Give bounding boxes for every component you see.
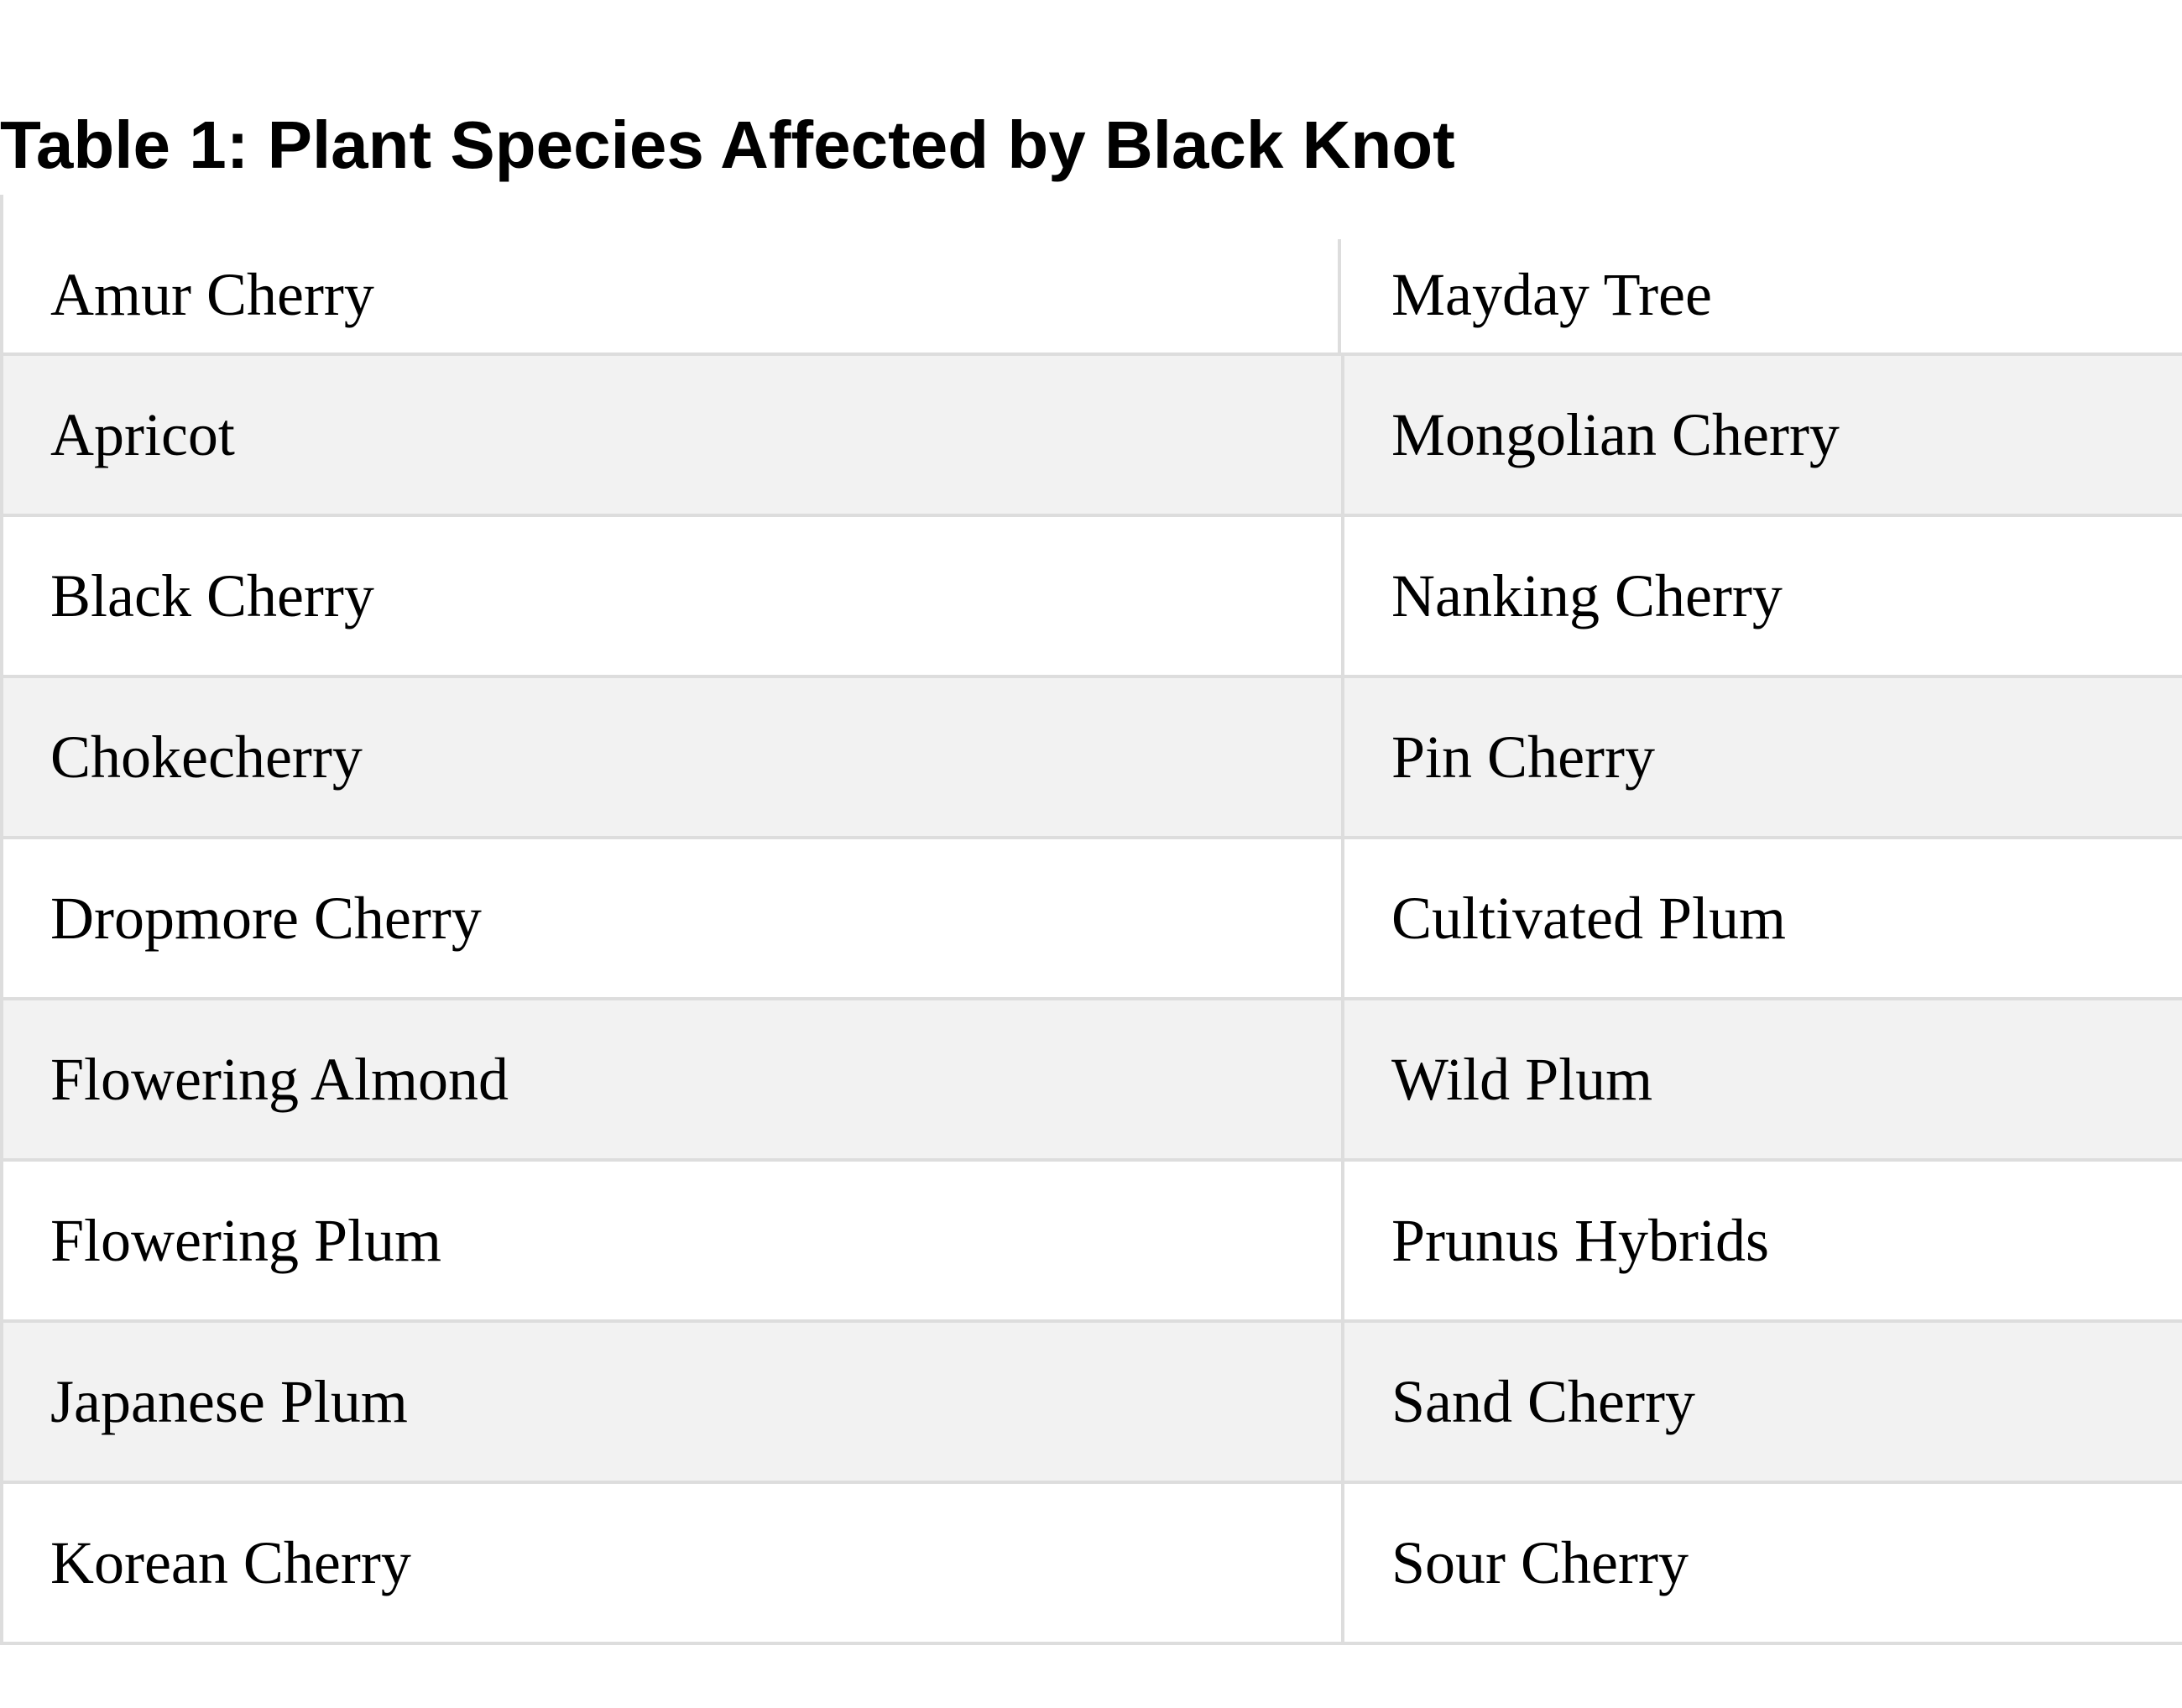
table-cell: Mayday Tree <box>1343 195 2182 356</box>
table-cell: Sour Cherry <box>1343 1482 2182 1645</box>
table-cell: Mongolian Cherry <box>1343 354 2182 517</box>
table-cell: Apricot <box>2 354 1344 517</box>
table-row: Korean Cherry Sour Cherry <box>2 1482 2182 1645</box>
table-row: Amur Cherry Mayday Tree <box>2 195 2182 356</box>
table-row: Flowering Almond Wild Plum <box>2 999 2182 1162</box>
table-cell: Prunus Hybrids <box>1343 1160 2182 1323</box>
species-table: Amur Cherry Mayday Tree Apricot Mongolian C… <box>0 195 2182 1645</box>
table-cell: Korean Cherry <box>2 1482 1344 1645</box>
table-row: Dropmore Cherry Cultivated Plum <box>2 838 2182 1000</box>
table-cell: Pin Cherry <box>1343 676 2182 839</box>
table-cell: Wild Plum <box>1343 999 2182 1162</box>
table-cell: Japanese Plum <box>2 1321 1344 1484</box>
table-cell: Amur Cherry <box>2 195 1343 356</box>
table-cell: Cultivated Plum <box>1343 838 2182 1000</box>
table-row: Japanese Plum Sand Cherry <box>2 1321 2182 1484</box>
table-cell: Nanking Cherry <box>1343 515 2182 678</box>
table-row: Apricot Mongolian Cherry <box>2 354 2182 517</box>
table-title: Table 1: Plant Species Affected by Black… <box>0 107 1455 182</box>
table-row: Chokecherry Pin Cherry <box>2 676 2182 839</box>
table-cell: Black Cherry <box>2 515 1344 678</box>
table-cell: Flowering Almond <box>2 999 1344 1162</box>
table-cell: Chokecherry <box>2 676 1344 839</box>
table-cell: Sand Cherry <box>1343 1321 2182 1484</box>
table-cell: Flowering Plum <box>2 1160 1344 1323</box>
table-row: Black Cherry Nanking Cherry <box>2 515 2182 678</box>
table-cell: Dropmore Cherry <box>2 838 1344 1000</box>
table-row: Flowering Plum Prunus Hybrids <box>2 1160 2182 1323</box>
